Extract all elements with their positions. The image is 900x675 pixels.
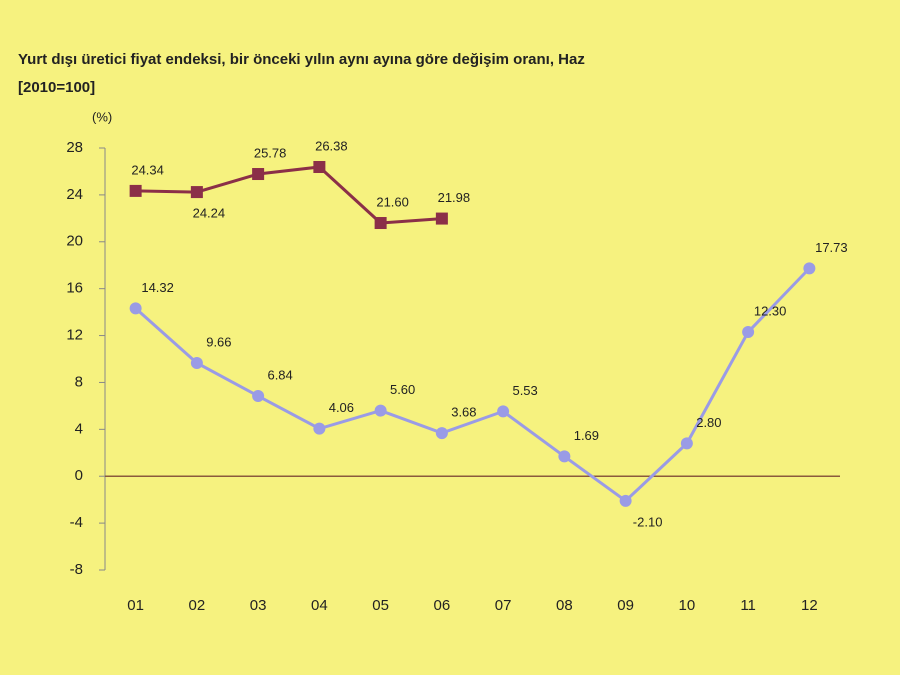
- data-point: [129, 184, 142, 197]
- y-tick-label: 28: [66, 139, 83, 156]
- x-tick-label: 02: [189, 597, 206, 614]
- data-point: [742, 326, 755, 339]
- x-tick-label: 04: [311, 597, 328, 614]
- data-label: 21.98: [438, 190, 471, 205]
- data-point: [497, 405, 510, 418]
- data-point: [190, 186, 203, 199]
- x-tick-label: 05: [372, 597, 389, 614]
- y-tick-label: 4: [75, 420, 83, 437]
- data-label: 24.24: [193, 206, 226, 221]
- data-label: 5.60: [390, 382, 415, 397]
- data-point: [435, 212, 448, 225]
- data-label: 21.60: [376, 194, 409, 209]
- y-tick-label: 12: [66, 327, 83, 344]
- data-point: [313, 160, 326, 173]
- x-tick-label: 03: [250, 597, 267, 614]
- x-tick-label: 06: [434, 597, 451, 614]
- y-tick-label: 24: [66, 186, 83, 203]
- data-point: [190, 356, 203, 369]
- y-axis-label: (%): [92, 109, 112, 124]
- y-tick-label: 20: [66, 233, 83, 250]
- data-label: 6.84: [267, 367, 292, 382]
- data-label: 4.06: [329, 400, 354, 415]
- data-label: 5.53: [512, 383, 537, 398]
- data-point: [558, 450, 571, 463]
- data-point: [313, 422, 326, 435]
- data-label: 17.73: [815, 240, 848, 255]
- data-point: [252, 390, 265, 403]
- data-point: [435, 427, 448, 440]
- data-label: 24.34: [131, 162, 164, 177]
- x-tick-label: 12: [801, 597, 818, 614]
- y-tick-label: 0: [75, 467, 83, 484]
- data-label: -2.10: [633, 514, 663, 529]
- data-point: [680, 437, 693, 450]
- y-tick-label: -8: [70, 561, 83, 578]
- data-label: 3.68: [451, 405, 476, 420]
- series-line: [134, 267, 811, 503]
- x-tick-label: 09: [617, 597, 634, 614]
- y-tick-label: 8: [75, 373, 83, 390]
- data-label: 1.69: [574, 428, 599, 443]
- data-point: [129, 302, 142, 315]
- data-point: [252, 168, 265, 181]
- x-tick-label: 07: [495, 597, 512, 614]
- chart-title: Yurt dışı üretici fiyat endeksi, bir önc…: [18, 51, 585, 68]
- x-tick-label: 10: [679, 597, 696, 614]
- data-label: 25.78: [254, 145, 287, 160]
- x-tick-label: 11: [740, 597, 756, 614]
- data-label: 9.66: [206, 334, 231, 349]
- data-point: [374, 404, 387, 417]
- y-tick-label: -4: [70, 514, 83, 531]
- x-tick-label: 08: [556, 597, 573, 614]
- data-point: [619, 494, 632, 507]
- chart-subtitle: [2010=100]: [18, 79, 95, 96]
- data-label: 26.38: [315, 138, 348, 153]
- data-label: 12.30: [754, 303, 787, 318]
- x-tick-label: 01: [127, 597, 144, 614]
- series-line: [135, 165, 442, 225]
- data-point: [374, 217, 387, 230]
- data-label: 14.32: [141, 280, 174, 295]
- y-tick-label: 16: [66, 280, 83, 297]
- data-point: [803, 262, 816, 275]
- data-label: 2.80: [696, 415, 721, 430]
